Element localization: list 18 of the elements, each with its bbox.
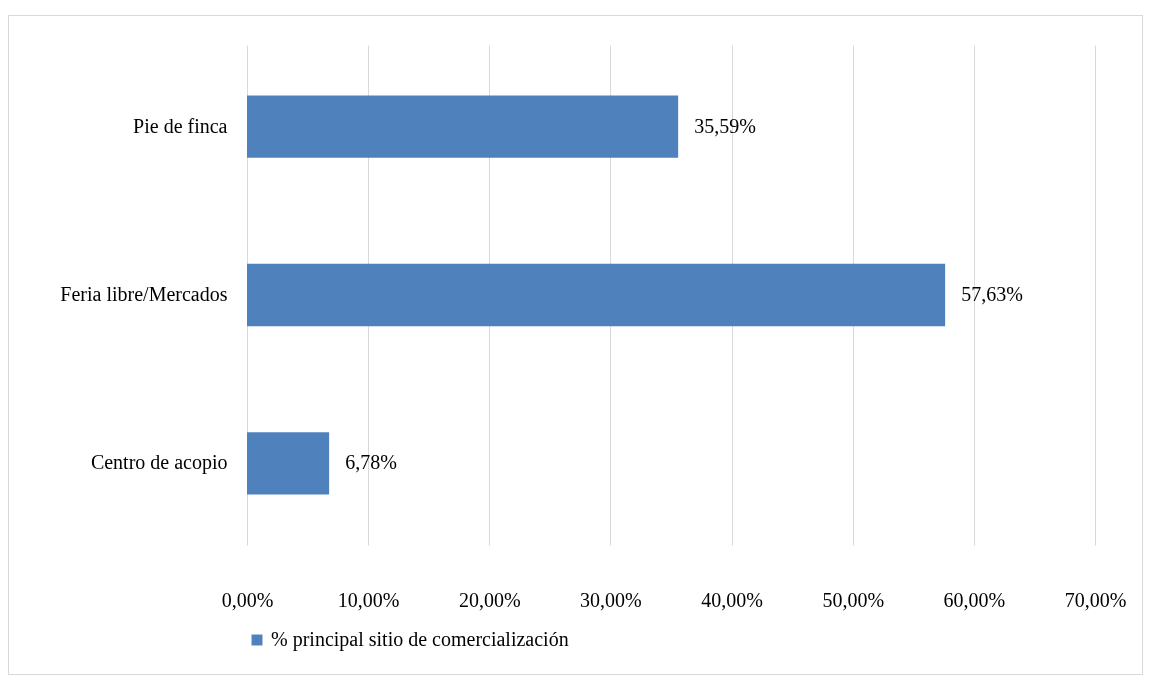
x-tick-label: 10,00% (337, 588, 400, 611)
data-label: 35,59% (694, 114, 756, 137)
x-tick-label: 20,00% (458, 588, 521, 611)
y-tick-label: Centro de acopio (90, 451, 228, 475)
data-label: 57,63% (961, 283, 1023, 305)
bar (247, 432, 330, 495)
legend-label: % principal sitio de comercialización (271, 628, 569, 651)
bar (247, 263, 946, 327)
data-label: 6,78% (345, 451, 397, 474)
x-tick-label: 50,00% (822, 588, 885, 611)
y-tick-label: Feria libre/Mercados (60, 283, 228, 305)
x-tick-label: 40,00% (701, 588, 763, 611)
bar (247, 95, 679, 158)
x-tick-label: 0,00% (221, 588, 274, 611)
y-tick-label: Pie de finca (133, 114, 228, 137)
x-tick-label: 70,00% (1064, 588, 1127, 611)
x-tick-label: 60,00% (943, 588, 1006, 611)
x-tick-label: 30,00% (580, 588, 642, 611)
